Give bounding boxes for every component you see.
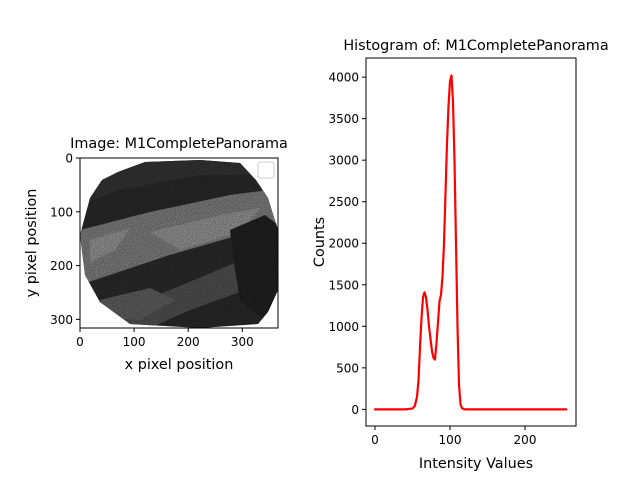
image-x-ticks: 0 100 200 300 xyxy=(76,328,254,349)
histogram-panel: Histogram of: M1CompletePanorama 0 100 200… xyxy=(312,38,609,472)
image-x-tick-label: 0 xyxy=(76,335,84,349)
histogram-y-tick-label: 0 xyxy=(351,403,359,417)
histogram-x-ticks: 0 100 200 xyxy=(371,426,536,447)
histogram-y-tick-label: 1000 xyxy=(328,320,359,334)
histogram-title: Histogram of: M1CompletePanorama xyxy=(343,38,608,54)
histogram-y-tick-label: 3000 xyxy=(328,154,359,168)
image-title: Image: M1CompletePanorama xyxy=(70,136,288,152)
histogram-series-line xyxy=(373,74,568,411)
histogram-y-ticks: 0 500 1000 1500 2000 2500 3000 3500 4000 xyxy=(328,71,366,417)
histogram-y-tick-label: 2500 xyxy=(328,195,359,209)
histogram-y-tick-label: 4000 xyxy=(328,71,359,85)
image-y-tick-label: 200 xyxy=(50,259,73,273)
histogram-y-axis-label: Counts xyxy=(312,217,328,267)
image-legend xyxy=(257,161,275,179)
image-y-axis-label: y pixel position xyxy=(24,189,40,298)
histogram-x-tick-label: 100 xyxy=(439,433,462,447)
panorama-image xyxy=(80,160,278,328)
image-x-tick-label: 200 xyxy=(177,335,200,349)
image-y-tick-label: 300 xyxy=(50,313,73,327)
image-x-tick-label: 300 xyxy=(231,335,254,349)
histogram-y-tick-label: 500 xyxy=(336,361,359,375)
histogram-y-tick-label: 2000 xyxy=(328,237,359,251)
image-y-tick-label: 0 xyxy=(65,152,73,166)
histogram-x-axis-label: Intensity Values xyxy=(419,456,533,472)
histogram-y-tick-label: 3500 xyxy=(328,112,359,126)
image-panel: Image: M1CompletePanorama 0 100 200 300 0 10… xyxy=(24,136,288,373)
image-y-ticks: 0 100 200 300 xyxy=(50,152,80,327)
histogram-x-tick-label: 200 xyxy=(514,433,537,447)
image-y-tick-label: 100 xyxy=(50,205,73,219)
image-axes-frame xyxy=(79,157,279,329)
image-x-tick-label: 100 xyxy=(123,335,146,349)
image-x-axis-label: x pixel position xyxy=(125,357,234,373)
histogram-x-tick-label: 0 xyxy=(371,433,379,447)
histogram-y-tick-label: 1500 xyxy=(328,278,359,292)
histogram-axes-frame xyxy=(365,57,577,427)
